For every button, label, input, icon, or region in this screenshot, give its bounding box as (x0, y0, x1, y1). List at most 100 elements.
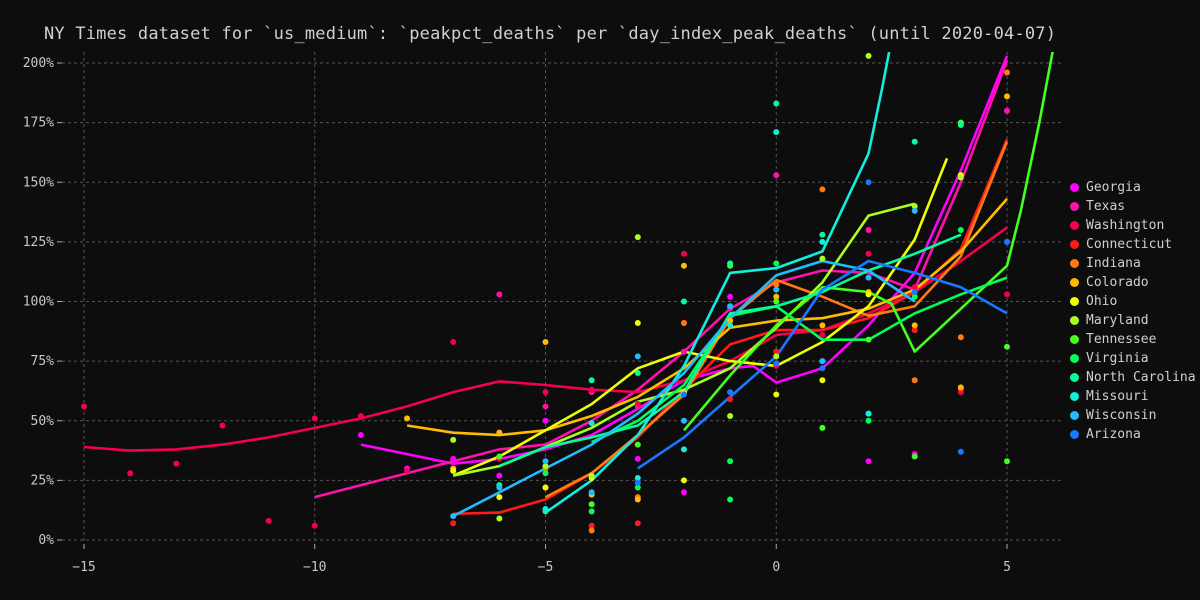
series-line-indiana (544, 141, 1009, 499)
data-point-washington (219, 422, 226, 429)
data-point-missouri (727, 322, 734, 329)
data-point-georgia (450, 455, 457, 462)
series-lines (83, 52, 1054, 518)
data-point-wisconsin (542, 458, 549, 465)
data-point-indiana (911, 377, 918, 384)
y-tick-label: 100% (23, 295, 54, 310)
data-point-arizona (727, 389, 734, 396)
data-point-georgia (496, 472, 503, 479)
data-point-arizona (865, 179, 872, 186)
legend-item-arizona: Arizona (1070, 425, 1196, 444)
data-point-tennessee (773, 298, 780, 305)
y-tick-label: 125% (23, 235, 54, 250)
data-point-washington (865, 250, 872, 257)
data-point-georgia (542, 417, 549, 424)
legend-swatch (1070, 297, 1079, 306)
legend-item-georgia: Georgia (1070, 178, 1196, 197)
x-tick-label: −5 (538, 560, 554, 575)
data-point-ohio (542, 484, 549, 491)
data-point-connecticut (588, 522, 595, 529)
data-point-washington (173, 460, 180, 467)
data-point-wisconsin (819, 358, 826, 365)
data-point-arizona (634, 479, 641, 486)
data-point-tennessee (496, 453, 503, 460)
data-point-colorado (542, 339, 549, 346)
data-point-texas (1004, 107, 1010, 114)
legend-label: Arizona (1086, 427, 1141, 442)
data-point-wisconsin (865, 274, 872, 281)
data-point-maryland (911, 203, 918, 210)
data-point-washington (680, 250, 687, 257)
legend-label: Maryland (1086, 313, 1149, 328)
series-line-virginia (591, 276, 1008, 444)
data-point-virginia (727, 458, 734, 465)
data-point-virginia (957, 226, 964, 233)
data-point-georgia (634, 455, 641, 462)
legend-swatch (1070, 411, 1079, 420)
data-point-missouri (819, 238, 826, 245)
data-point-colorado (680, 262, 687, 269)
data-point-ohio (450, 467, 457, 474)
data-point-north-carolina (819, 231, 826, 238)
data-point-indiana (819, 186, 826, 193)
legend-label: Texas (1086, 199, 1126, 214)
legend-swatch (1070, 202, 1079, 211)
data-point-arizona (773, 360, 780, 367)
data-point-connecticut (634, 520, 641, 527)
legend-item-ohio: Ohio (1070, 292, 1196, 311)
y-tick-label: 75% (31, 354, 55, 369)
data-point-washington (127, 470, 134, 477)
legend-item-wisconsin: Wisconsin (1070, 406, 1196, 425)
data-point-north-carolina (911, 138, 918, 145)
data-point-colorado (634, 496, 641, 503)
y-tick-label: 175% (23, 116, 54, 131)
data-point-ohio (496, 494, 503, 501)
data-point-virginia (773, 260, 780, 267)
data-point-connecticut (773, 348, 780, 355)
data-point-texas (542, 403, 549, 410)
legend-swatch (1070, 278, 1079, 287)
data-point-wisconsin (496, 484, 503, 491)
legend-swatch (1070, 392, 1079, 401)
data-point-ohio (773, 391, 780, 398)
data-point-texas (865, 226, 872, 233)
data-point-arizona (911, 288, 918, 295)
data-point-wisconsin (911, 207, 918, 214)
data-point-north-carolina (773, 100, 780, 107)
axes: 0% 25% 50% 75% 100% 125% 150% 175% 200% −15 −10 −5 0… (23, 56, 1011, 575)
data-point-indiana (1004, 69, 1010, 76)
data-point-virginia (727, 496, 734, 503)
data-point-ohio (634, 319, 641, 326)
data-point-maryland (957, 174, 964, 181)
data-point-maryland (542, 463, 549, 470)
legend-label: Indiana (1086, 256, 1141, 271)
legend-item-indiana: Indiana (1070, 254, 1196, 273)
legend-item-connecticut: Connecticut (1070, 235, 1196, 254)
data-point-georgia (865, 458, 872, 465)
legend-label: Missouri (1086, 389, 1149, 404)
data-point-missouri (588, 420, 595, 427)
legend-label: Tennessee (1086, 332, 1157, 347)
legend-item-maryland: Maryland (1070, 311, 1196, 330)
data-point-washington (542, 389, 549, 396)
y-tick-label: 25% (31, 473, 55, 488)
data-point-maryland (865, 52, 872, 59)
data-point-missouri (634, 474, 641, 481)
data-point-tennessee (1004, 458, 1010, 465)
data-point-washington (911, 284, 918, 291)
series-points (81, 52, 1010, 534)
legend-item-north-carolina: North Carolina (1070, 368, 1196, 387)
legend-swatch (1070, 316, 1079, 325)
data-point-connecticut (450, 520, 457, 527)
series-line-texas (314, 60, 1009, 499)
legend: Georgia Texas Washington Connecticut Indiana… (1070, 178, 1196, 444)
data-point-indiana (957, 334, 964, 341)
data-point-colorado (957, 384, 964, 391)
legend-label: Virginia (1086, 351, 1149, 366)
legend-item-virginia: Virginia (1070, 349, 1196, 368)
data-point-colorado (773, 293, 780, 300)
legend-swatch (1070, 354, 1079, 363)
legend-label: Georgia (1086, 180, 1141, 195)
legend-label: Wisconsin (1086, 408, 1157, 423)
